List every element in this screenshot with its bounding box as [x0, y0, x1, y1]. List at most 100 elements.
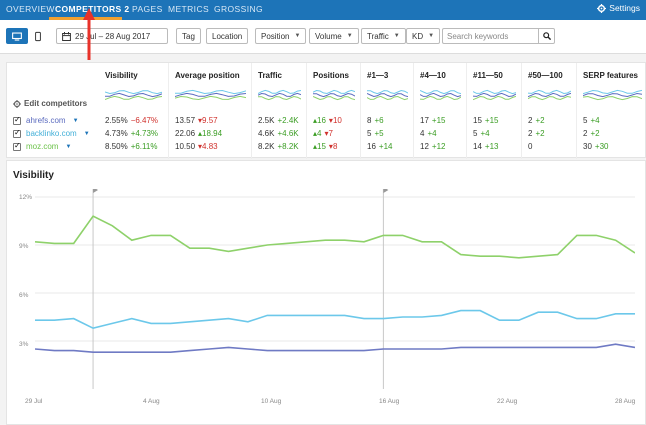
chevron-down-icon[interactable]: ▼ [72, 117, 79, 124]
sparkline-series [367, 95, 408, 101]
metric-value: 5 [473, 129, 478, 138]
sparkline [367, 89, 408, 101]
sparkline-series [258, 89, 301, 94]
metric-column: Average position 13.57 ▾9.57 22.06 ▴18.94 10.… [168, 63, 251, 159]
sparkline-series [367, 89, 408, 95]
volume-filter[interactable]: Volume ▼ [309, 28, 359, 44]
metric-column: #1—3 8 +6 5 +5 16 +14 [360, 63, 413, 159]
sparkline-series [583, 89, 642, 95]
metric-cell: 5 +4 [583, 116, 600, 125]
x-tick-label: 10 Aug [261, 398, 282, 405]
competitor-checkbox[interactable] [13, 141, 21, 151]
column-header[interactable]: #11—50 [473, 71, 503, 80]
column-header[interactable]: Visibility [105, 71, 138, 80]
search-button[interactable] [538, 28, 555, 44]
settings-link[interactable]: Settings [597, 3, 640, 13]
mobile-icon [35, 31, 41, 41]
sparkline-series [420, 92, 461, 98]
metric-value: 14 [473, 142, 482, 151]
settings-label: Settings [609, 3, 640, 13]
chevron-down-icon[interactable]: ▼ [83, 130, 90, 137]
competitor-name[interactable]: ahrefs.com [26, 116, 66, 125]
metric-change: +2 [590, 129, 600, 138]
visibility-line-chart[interactable] [35, 189, 635, 389]
y-tick-label: 3% [19, 341, 29, 348]
metric-cell: 2.55% −6.47% [105, 116, 158, 125]
metric-value: 13.57 [175, 116, 196, 125]
sparkline-series [528, 95, 571, 101]
metric-cell: 17 +15 [420, 116, 445, 125]
tab-competitors[interactable]: COMPETITORS 2 [55, 4, 130, 14]
tag-button[interactable]: Tag [176, 28, 201, 44]
search-input[interactable] [442, 28, 538, 44]
metric-column: #11—50 15 +15 5 +4 14 +13 [466, 63, 521, 159]
sparkline-series [175, 89, 246, 95]
tab-metrics[interactable]: METRICS [168, 4, 210, 14]
y-tick-label: 6% [19, 292, 29, 299]
tag-label: Tag [182, 31, 195, 41]
competitor-row[interactable]: backlinko.com ▼ [13, 128, 90, 138]
column-header[interactable]: #1—3 [367, 71, 389, 80]
metric-value: ▴15 [313, 142, 326, 151]
metric-change: +6.11% [130, 142, 158, 151]
top-nav: OVERVIEW COMPETITORS 2 PAGES METRICS GRO… [0, 0, 646, 20]
metric-cell: 15 +15 [473, 116, 498, 125]
metric-change: +4 [427, 129, 437, 138]
mobile-view-button[interactable] [30, 28, 46, 44]
position-filter[interactable]: Position ▼ [255, 28, 307, 44]
metric-cell: 0 [528, 142, 535, 151]
tab-overview[interactable]: OVERVIEW [6, 4, 55, 14]
metric-change: ▾8 [328, 142, 338, 151]
x-tick-label: 28 Aug [615, 398, 636, 405]
toolbar: 29 Jul – 28 Aug 2017 Tag Location Positi… [0, 20, 646, 54]
column-header[interactable]: Positions [313, 71, 350, 80]
metric-column: Positions ▴16 ▾10 ▴4 ▾7 ▴15 ▾8 [306, 63, 360, 159]
metric-value: 8 [367, 116, 372, 125]
location-button[interactable]: Location [206, 28, 249, 44]
column-header[interactable]: SERP features [583, 71, 638, 80]
competitor-name[interactable]: moz.com [26, 142, 59, 151]
traffic-filter[interactable]: Traffic ▼ [361, 28, 406, 44]
x-tick-label: 4 Aug [143, 398, 160, 405]
metric-column: Visibility 2.55% −6.47% 4.73% +4.73% 8.50% +6.… [99, 63, 168, 159]
date-range-picker[interactable]: 29 Jul – 28 Aug 2017 [56, 28, 168, 44]
column-header[interactable]: #4—10 [420, 71, 446, 80]
competitor-name[interactable]: backlinko.com [26, 129, 77, 138]
sparkline-series [258, 95, 301, 101]
kd-filter[interactable]: KD ▼ [406, 28, 441, 44]
metric-value: 4.73% [105, 129, 128, 138]
desktop-view-button[interactable] [6, 28, 28, 44]
metric-cell: 22.06 ▴18.94 [175, 129, 222, 138]
sparkline-series [105, 95, 162, 100]
competitor-checkbox[interactable] [13, 115, 21, 125]
chevron-down-icon[interactable]: ▼ [65, 143, 72, 150]
metric-column: #50—100 2 +2 2 +2 0 [521, 63, 576, 159]
metric-cell: 13.57 ▾9.57 [175, 116, 218, 125]
metric-cell: 2.5K +2.4K [258, 116, 299, 125]
metric-value: ▴16 [313, 116, 326, 125]
metric-change: +4 [480, 129, 490, 138]
tab-pages[interactable]: PAGES [132, 4, 163, 14]
edit-competitors-button[interactable]: Edit competitors [13, 99, 87, 108]
metric-cell: 30 +30 [583, 142, 608, 151]
metric-change: +15 [484, 116, 499, 125]
competitor-checkbox[interactable] [13, 128, 21, 138]
sparkline-series [528, 92, 571, 98]
metric-change: +14 [378, 142, 393, 151]
tab-grossing[interactable]: GROSSING [214, 4, 264, 14]
metric-cell: 8.2K +8.2K [258, 142, 299, 151]
sparkline [420, 90, 461, 101]
column-header[interactable]: Traffic [258, 71, 283, 80]
sparkline-series [175, 95, 246, 101]
competitor-row[interactable]: ahrefs.com ▼ [13, 115, 79, 125]
metric-value: 16 [367, 142, 376, 151]
competitor-list: Edit competitors ahrefs.com ▼ backlinko.c… [7, 63, 99, 159]
metric-cell: 10.50 ▾4.83 [175, 142, 218, 151]
metric-cell: 5 +5 [367, 129, 384, 138]
column-header[interactable]: Average position [175, 71, 240, 80]
metric-cell: 2 +2 [583, 129, 600, 138]
competitor-row[interactable]: moz.com ▼ [13, 141, 72, 151]
metric-cell: 5 +4 [473, 129, 490, 138]
desktop-icon [12, 31, 22, 41]
column-header[interactable]: #50—100 [528, 71, 563, 80]
